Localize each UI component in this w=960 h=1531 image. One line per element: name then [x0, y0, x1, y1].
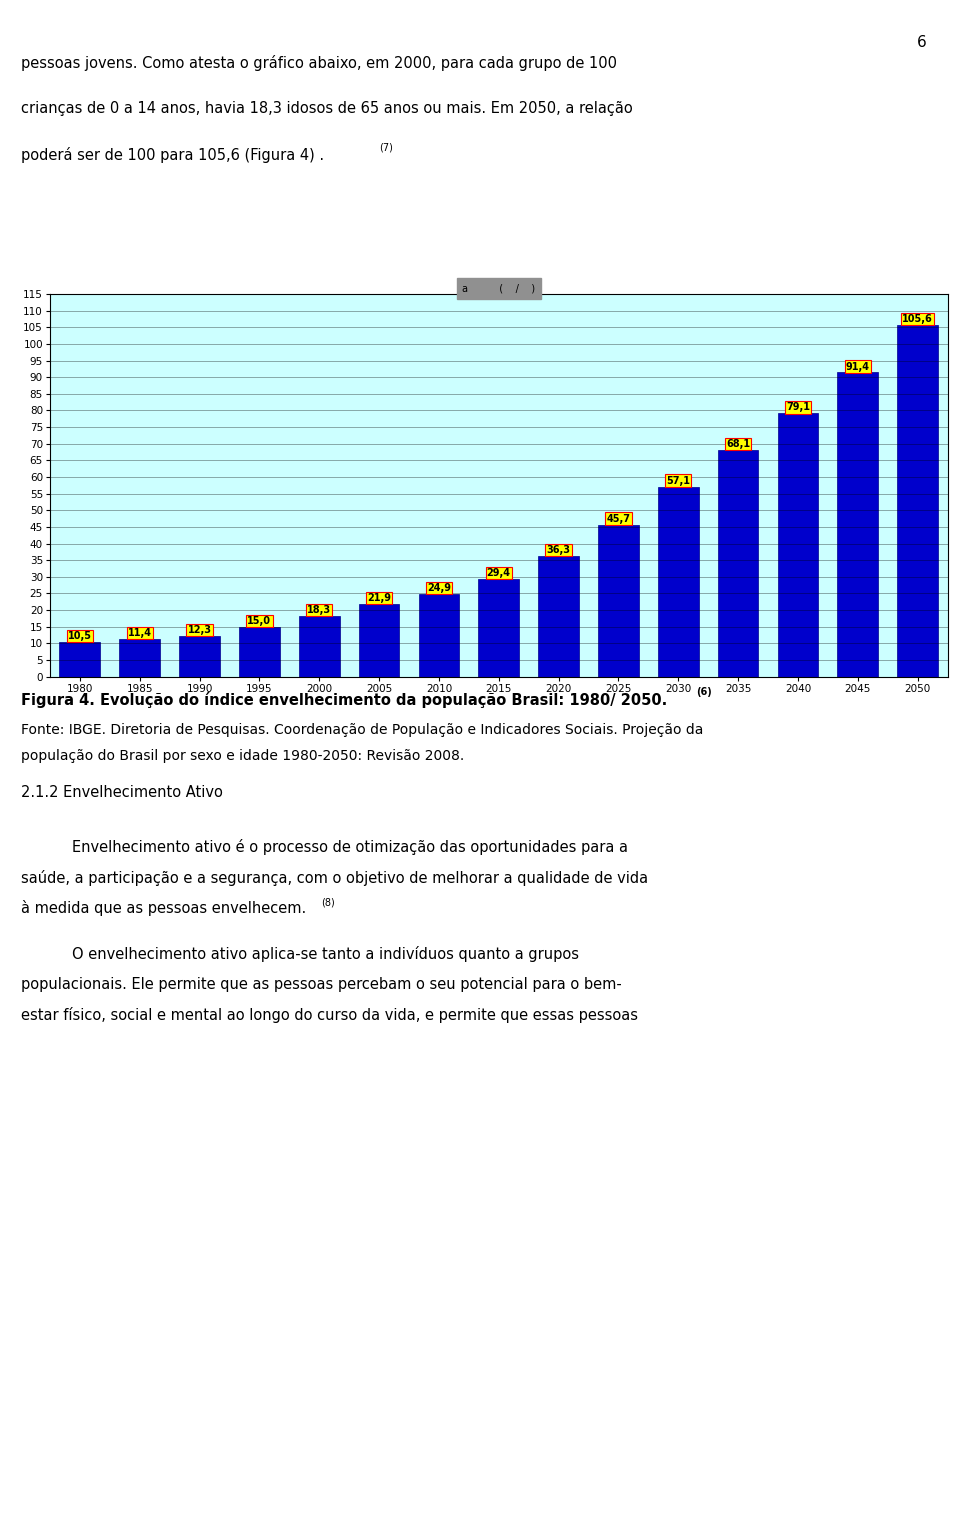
Text: 105,6: 105,6: [902, 314, 933, 325]
Text: 68,1: 68,1: [726, 439, 750, 449]
Text: 57,1: 57,1: [666, 476, 690, 485]
Bar: [359, 603, 399, 677]
Bar: [598, 525, 638, 677]
Text: (6): (6): [696, 687, 711, 698]
Bar: [539, 556, 579, 677]
Text: 10,5: 10,5: [68, 631, 92, 641]
Bar: [180, 635, 220, 677]
Text: 24,9: 24,9: [427, 583, 451, 592]
Text: estar físico, social e mental ao longo do curso da vida, e permite que essas pes: estar físico, social e mental ao longo d…: [21, 1007, 638, 1023]
Text: pessoas jovens. Como atesta o gráfico abaixo, em 2000, para cada grupo de 100: pessoas jovens. Como atesta o gráfico ab…: [21, 55, 617, 70]
Text: 79,1: 79,1: [786, 403, 810, 412]
Bar: [419, 594, 459, 677]
Text: 45,7: 45,7: [607, 513, 631, 524]
Text: 91,4: 91,4: [846, 361, 870, 372]
Text: 6: 6: [917, 35, 926, 51]
Bar: [299, 615, 340, 677]
Text: 15,0: 15,0: [248, 615, 272, 626]
Bar: [60, 641, 100, 677]
Text: 36,3: 36,3: [546, 545, 570, 554]
Text: 12,3: 12,3: [187, 625, 211, 635]
Text: 2.1.2 Envelhecimento Ativo: 2.1.2 Envelhecimento Ativo: [21, 785, 223, 801]
Text: Envelhecimento ativo é o processo de otimização das oportunidades para a: Envelhecimento ativo é o processo de oti…: [72, 839, 628, 854]
Text: crianças de 0 a 14 anos, havia 18,3 idosos de 65 anos ou mais. Em 2050, a relaçã: crianças de 0 a 14 anos, havia 18,3 idos…: [21, 101, 633, 116]
Text: Fonte: IBGE. Diretoria de Pesquisas. Coordenação de População e Indicadores Soci: Fonte: IBGE. Diretoria de Pesquisas. Coo…: [21, 723, 704, 736]
Text: populacionais. Ele permite que as pessoas percebam o seu potencial para o bem-: populacionais. Ele permite que as pessoa…: [21, 977, 622, 992]
Bar: [239, 626, 279, 677]
Bar: [658, 487, 699, 677]
Text: saúde, a participação e a segurança, com o objetivo de melhorar a qualidade de v: saúde, a participação e a segurança, com…: [21, 870, 648, 885]
Text: (7): (7): [379, 142, 393, 153]
Text: 11,4: 11,4: [128, 628, 152, 638]
Text: 18,3: 18,3: [307, 605, 331, 615]
Text: 21,9: 21,9: [367, 592, 391, 603]
Text: poderá ser de 100 para 105,6 (Figura 4) .: poderá ser de 100 para 105,6 (Figura 4) …: [21, 147, 324, 162]
Text: O envelhecimento ativo aplica-se tanto a indivíduos quanto a grupos: O envelhecimento ativo aplica-se tanto a…: [72, 946, 579, 961]
Bar: [778, 413, 818, 677]
Bar: [478, 579, 519, 677]
Bar: [837, 372, 878, 677]
Text: à medida que as pessoas envelhecem.: à medida que as pessoas envelhecem.: [21, 900, 306, 916]
Title: a          (    /    ): a ( / ): [462, 283, 536, 294]
Text: Figura 4. Evolução do índice envelhecimento da população Brasil: 1980/ 2050.: Figura 4. Evolução do índice envelhecime…: [21, 692, 667, 707]
Text: (8): (8): [322, 897, 335, 908]
Text: população do Brasil por sexo e idade 1980-2050: Revisão 2008.: população do Brasil por sexo e idade 198…: [21, 749, 465, 762]
Bar: [898, 325, 938, 677]
Bar: [718, 450, 758, 677]
Bar: [119, 638, 160, 677]
Text: 29,4: 29,4: [487, 568, 511, 577]
